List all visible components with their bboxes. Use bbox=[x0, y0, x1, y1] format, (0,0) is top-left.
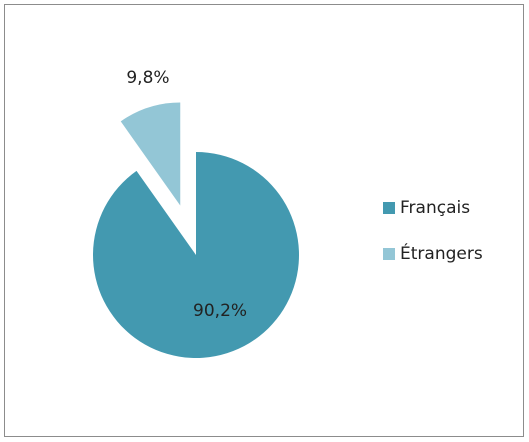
data-label: 90,2% bbox=[193, 301, 247, 321]
legend-label: Étrangers bbox=[400, 242, 483, 264]
pie-slice bbox=[120, 102, 181, 206]
legend-swatch bbox=[383, 248, 395, 260]
legend-label: Français bbox=[400, 198, 470, 218]
legend-swatch bbox=[383, 202, 395, 214]
pie-slice bbox=[92, 152, 299, 358]
data-label: 9,8% bbox=[126, 68, 169, 88]
